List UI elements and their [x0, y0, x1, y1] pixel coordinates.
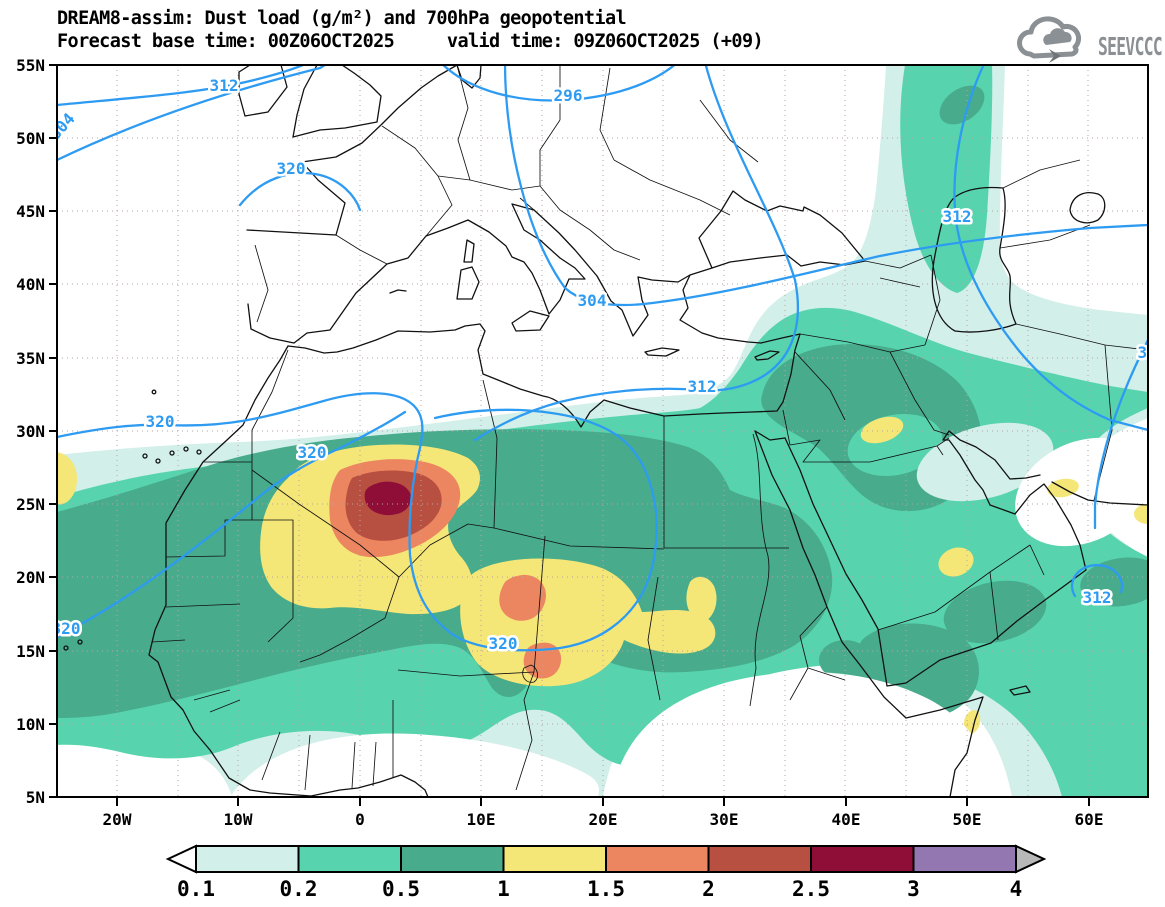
contour-label: 320: [52, 619, 81, 638]
lat-tick-label: 55N: [16, 56, 45, 75]
colorbar-segment: [707, 845, 812, 873]
contour-label: 304: [578, 291, 607, 310]
lat-tick-label: 50N: [16, 129, 45, 148]
contour-label: 312: [210, 76, 239, 95]
contour-label: 312: [943, 207, 972, 226]
contour-label: 320: [489, 634, 518, 653]
axis-ticks: [49, 64, 1090, 806]
lat-tick-label: 25N: [16, 495, 45, 514]
lat-tick-label: 10N: [16, 715, 45, 734]
colorbar-segment: [195, 845, 300, 873]
colorbar-label: 0.1: [177, 877, 215, 901]
colorbar-label: 4: [1010, 877, 1023, 901]
lon-tick-label: 10W: [224, 810, 253, 829]
colorbar-over-arrow: [1015, 844, 1047, 874]
colorbar-label: 0.5: [382, 877, 420, 901]
contour-label: 312: [1138, 343, 1165, 362]
colorbar-label: 2: [702, 877, 715, 901]
lon-tick-label: 20W: [103, 810, 132, 829]
lon-tick-label: 20E: [589, 810, 618, 829]
colorbar-label: 1: [497, 877, 510, 901]
contour-label: 296: [554, 86, 583, 105]
lat-tick-label: 15N: [16, 642, 45, 661]
lon-tick-label: 10E: [467, 810, 496, 829]
lon-tick-label: 40E: [832, 810, 861, 829]
colorbar-segment: [502, 845, 607, 873]
lon-tick-label: 0: [355, 810, 365, 829]
colorbar-segment: [400, 845, 505, 873]
colorbar-segment: [297, 845, 402, 873]
contour-label: 320: [277, 159, 306, 178]
colorbar-label: 2.5: [792, 877, 830, 901]
geopotential-contour-layer: [57, 65, 1148, 652]
lat-tick-label: 30N: [16, 422, 45, 441]
lon-tick-label: 30E: [710, 810, 739, 829]
lon-axis: 20W 10W 0 10E 20E 30E 40E 50E 60E: [103, 810, 1104, 829]
lat-axis: 55N 50N 45N 40N 35N 30N 25N 20N 15N 10N …: [16, 56, 45, 807]
cloud-arrow-icon: [1017, 16, 1082, 63]
lat-tick-label: 35N: [16, 349, 45, 368]
lat-tick-label: 20N: [16, 568, 45, 587]
colorbar-under-arrow: [165, 844, 197, 874]
contour-label: 320: [146, 412, 175, 431]
colorbar-segment: [810, 845, 915, 873]
dust-fill-layer: [57, 65, 1148, 797]
lat-tick-label: 40N: [16, 275, 45, 294]
colorbar-label: 0.2: [280, 877, 318, 901]
lat-tick-label: 45N: [16, 202, 45, 221]
lon-tick-label: 60E: [1075, 810, 1104, 829]
colorbar-segment: [605, 845, 710, 873]
contour-label: 312: [688, 377, 717, 396]
lat-tick-label: 5N: [26, 788, 45, 807]
contour-label-layer: 312 304 296 320 320 320 304 312 312 320 …: [52, 74, 1165, 656]
contour-label: 320: [298, 443, 327, 462]
colorbar-segment: [912, 845, 1017, 873]
coastline-layer: [63, 65, 1148, 797]
logo-text: SEEVCCC: [1098, 32, 1162, 61]
gridline-layer: [57, 65, 1148, 797]
colorbar-label: 1.5: [587, 877, 625, 901]
colorbar: 0.1 0.2 0.5 1 1.5 2 2.5 3 4: [165, 844, 1047, 901]
colorbar-labels: 0.1 0.2 0.5 1 1.5 2 2.5 3 4: [177, 877, 1022, 901]
logo: SEEVCCC: [1017, 16, 1163, 63]
chart-title: DREAM8-assim: Dust load (g/m²) and 700hP…: [57, 8, 627, 29]
contour-label: 312: [1083, 588, 1112, 607]
colorbar-label: 3: [907, 877, 920, 901]
lon-tick-label: 50E: [953, 810, 982, 829]
chart-subtitle: Forecast base time: 00Z06OCT2025 valid t…: [57, 31, 764, 52]
